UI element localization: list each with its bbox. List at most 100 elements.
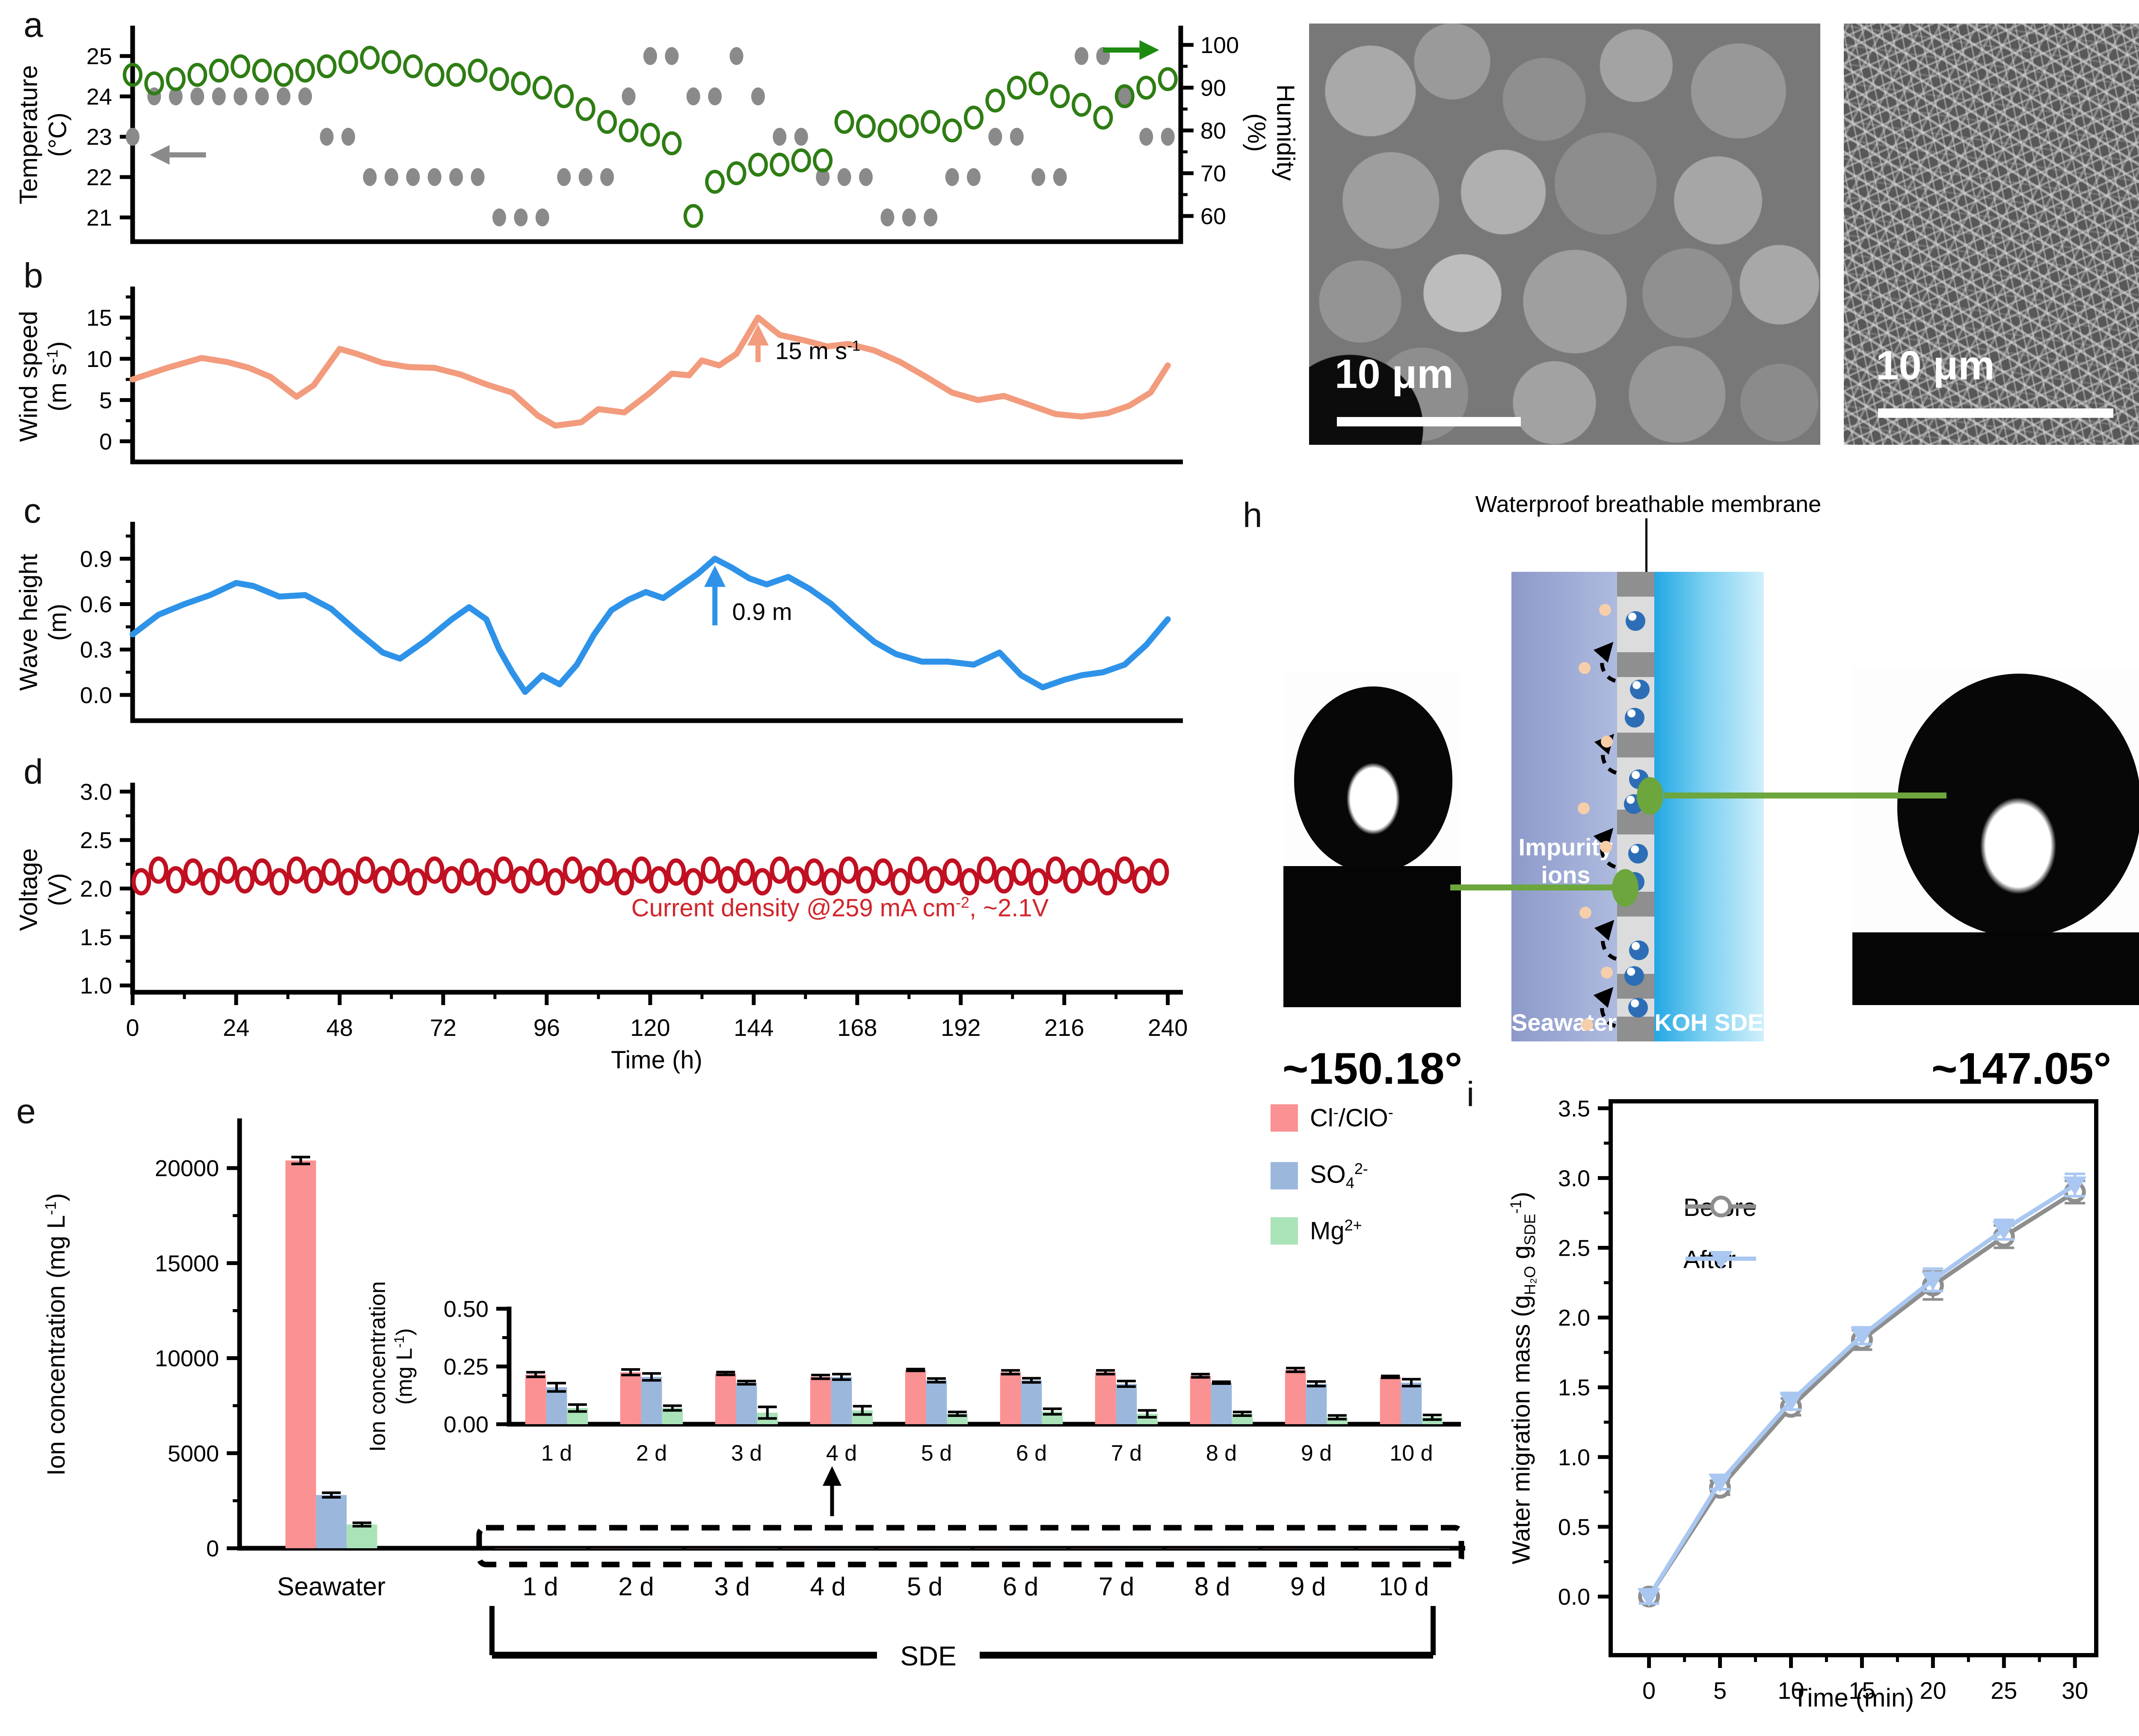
- legend-item-sulfate: SO42-: [1271, 1160, 1368, 1192]
- svg-text:2.5: 2.5: [80, 828, 112, 853]
- substrate: [1283, 866, 1461, 1007]
- svg-text:2.0: 2.0: [80, 876, 112, 902]
- panel-letter-e: e: [16, 1092, 36, 1131]
- svg-text:6 d: 6 d: [1003, 1572, 1038, 1601]
- substrate: [1852, 932, 2139, 1005]
- e-inset-y-axis-label: Ion concentration (mg L-1): [365, 1281, 417, 1452]
- svg-text:144: 144: [734, 1014, 773, 1041]
- svg-text:10: 10: [1778, 1677, 1804, 1704]
- membrane-pore-block: [1617, 733, 1654, 757]
- panel-letter-c: c: [24, 491, 41, 530]
- legend-swatch-chloride: [1271, 1104, 1298, 1132]
- svg-text:80: 80: [1200, 118, 1226, 144]
- panel-letter-i: i: [1466, 1075, 1475, 1114]
- e-y-axis-label: Ion concentration (mg L-1): [41, 1193, 70, 1476]
- svg-text:0.25: 0.25: [444, 1354, 489, 1380]
- svg-text:60: 60: [1200, 204, 1226, 229]
- svg-text:10 d: 10 d: [1379, 1572, 1429, 1601]
- svg-text:2 d: 2 d: [618, 1572, 654, 1601]
- legend-label-sulfate: SO42-: [1310, 1160, 1368, 1192]
- c-y-axis-label: Wave height (m): [15, 553, 72, 691]
- svg-text:240: 240: [1148, 1014, 1188, 1041]
- svg-text:4 d: 4 d: [826, 1441, 857, 1466]
- panel-h-membrane-diagram: Waterproof breathable membrane Impurity i…: [1236, 479, 2139, 1121]
- d-y-axis-label: Voltage (V): [15, 848, 72, 931]
- svg-text:3.0: 3.0: [1558, 1165, 1590, 1191]
- svg-text:9 d: 9 d: [1290, 1572, 1326, 1601]
- i-x-axis-label: Time (min): [1792, 1683, 1914, 1712]
- svg-text:0.6: 0.6: [80, 592, 112, 618]
- panel-letter-h: h: [1243, 496, 1262, 535]
- chart-wave-height: 0.0 0.3 0.6 0.9: [80, 522, 1183, 723]
- svg-text:5: 5: [99, 387, 112, 413]
- svg-text:90: 90: [1200, 75, 1226, 101]
- contact-angle-left: ~150.18°: [1282, 1044, 1463, 1094]
- d-x-axis-label: Time (h): [611, 1046, 702, 1074]
- svg-text:1 d: 1 d: [522, 1572, 558, 1601]
- impurity-ions-label: Impurity ions: [1518, 834, 1613, 888]
- svg-text:0.0: 0.0: [80, 683, 112, 708]
- svg-text:0.3: 0.3: [80, 637, 112, 663]
- svg-text:8 d: 8 d: [1206, 1441, 1237, 1466]
- a-y-axis-label: Temperature (°C): [15, 65, 72, 204]
- svg-text:0.5: 0.5: [1558, 1514, 1590, 1540]
- svg-text:192: 192: [941, 1014, 981, 1041]
- svg-text:21: 21: [86, 205, 112, 231]
- legend-swatch-magnesium: [1271, 1217, 1298, 1245]
- panel-c-wave-height: 0.0 0.3 0.6 0.9 Wave height (m) 0.9 m: [9, 488, 1309, 748]
- svg-text:120: 120: [630, 1014, 670, 1041]
- membrane-pore-block: [1617, 652, 1654, 677]
- bounce-arrows: [1593, 642, 1617, 1028]
- svg-text:0.00: 0.00: [444, 1412, 489, 1437]
- membrane-pore-block: [1617, 572, 1654, 597]
- svg-text:1.0: 1.0: [80, 973, 112, 999]
- svg-text:0: 0: [206, 1536, 219, 1562]
- impurity-ion-dot: [1599, 604, 1611, 616]
- chart-annotation: 0.9 m: [732, 598, 792, 625]
- contact-angle-right: ~147.05°: [1931, 1044, 2112, 1094]
- svg-text:168: 168: [837, 1014, 877, 1041]
- f-scalebar-label: 10 μm: [1335, 351, 1454, 397]
- svg-text:7 d: 7 d: [1099, 1572, 1134, 1601]
- svg-text:1.5: 1.5: [80, 925, 112, 950]
- pore-marker-left: [1612, 869, 1638, 907]
- membrane-title: Waterproof breathable membrane: [1475, 491, 1822, 517]
- chart-water-migration: 0.0 0.5 1.0 1.5 2.0 2.5 3.0 3.5 0 5 10 15 20 25 30: [1558, 1096, 2098, 1704]
- svg-text:5 d: 5 d: [907, 1572, 942, 1601]
- panel-i-water-migration: 0.0 0.5 1.0 1.5 2.0 2.5 3.0 3.5 0 5 10 15 20 25 30 Wat…: [1450, 1061, 2139, 1736]
- legend-label-chloride: Cl-/ClO-: [1310, 1103, 1393, 1132]
- chart-ion-concentration: 0 5000 10000 15000 20000 Seawater 1 d 2 d 3 d 4 d…: [155, 1118, 1465, 1671]
- chart-voltage: 1.0 1.5 2.0 2.5 3.0 0 24 48 72 96 120 144 168 192 216 2…: [80, 779, 1188, 1041]
- svg-text:3.5: 3.5: [1558, 1096, 1590, 1121]
- svg-text:100: 100: [1200, 33, 1239, 58]
- pore-connector-line-right: [1664, 793, 1946, 799]
- title-pointer-line: [1645, 518, 1647, 573]
- svg-text:25: 25: [86, 44, 112, 69]
- svg-text:96: 96: [533, 1014, 560, 1041]
- svg-text:0: 0: [126, 1014, 139, 1041]
- svg-text:1.5: 1.5: [1558, 1375, 1590, 1401]
- water-droplet-icon: [1624, 966, 1644, 986]
- droplet-highlight: [1345, 761, 1401, 836]
- svg-text:20000: 20000: [155, 1156, 219, 1181]
- sem-image-fibers: 10 μm: [1844, 24, 2139, 445]
- legend-item-magnesium: Mg2+: [1271, 1216, 1362, 1245]
- panel-letter-d: d: [24, 752, 43, 791]
- legend-item-after: After: [1683, 1246, 1756, 1274]
- contact-angle-photo-koh-side: [1852, 667, 2139, 1005]
- water-droplet-icon: [1628, 844, 1648, 864]
- impurity-ion-dot: [1600, 841, 1612, 853]
- svg-text:0.50: 0.50: [444, 1296, 489, 1322]
- svg-text:7 d: 7 d: [1111, 1441, 1142, 1466]
- panel-b-wind-speed: 0 5 10 15 Wind speed (m s-1) 15 m s-1: [9, 252, 1309, 488]
- svg-text:15000: 15000: [155, 1251, 219, 1276]
- legend-swatch-sulfate: [1271, 1162, 1298, 1190]
- svg-text:216: 216: [1044, 1014, 1084, 1041]
- g-scalebar: [1878, 408, 2113, 418]
- membrane-pore-block: [1617, 1017, 1654, 1041]
- f-scalebar: [1337, 417, 1521, 426]
- svg-text:15: 15: [1849, 1677, 1875, 1704]
- panel-e-ion-concentration: 0 5000 10000 15000 20000 Seawater 1 d 2 d 3 d 4 d…: [9, 1086, 1600, 1736]
- svg-text:SDE: SDE: [900, 1641, 957, 1671]
- impurity-ion-dot: [1581, 1019, 1593, 1031]
